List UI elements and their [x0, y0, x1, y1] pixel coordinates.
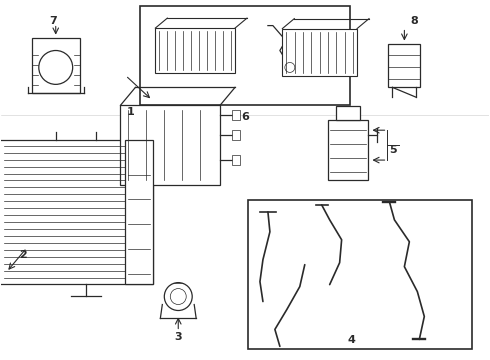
Bar: [0, 140, 153, 284]
Text: 8: 8: [411, 15, 418, 26]
Text: 4: 4: [347, 336, 356, 345]
Bar: [232, 130, 240, 140]
Bar: [121, 105, 220, 185]
Text: 2: 2: [19, 250, 27, 260]
Bar: [389, 44, 420, 87]
Bar: [155, 28, 235, 73]
Bar: [232, 155, 240, 165]
Text: 3: 3: [174, 332, 182, 342]
Bar: [248, 200, 472, 349]
Bar: [32, 37, 80, 93]
Text: 7: 7: [49, 15, 57, 26]
Text: 1: 1: [126, 107, 134, 117]
Text: 5: 5: [390, 145, 397, 155]
Bar: [328, 120, 368, 180]
Bar: [232, 110, 240, 120]
Bar: [282, 28, 357, 76]
Bar: [141, 6, 349, 105]
Bar: [336, 106, 360, 120]
Bar: [125, 140, 153, 284]
Text: 6: 6: [241, 112, 249, 122]
